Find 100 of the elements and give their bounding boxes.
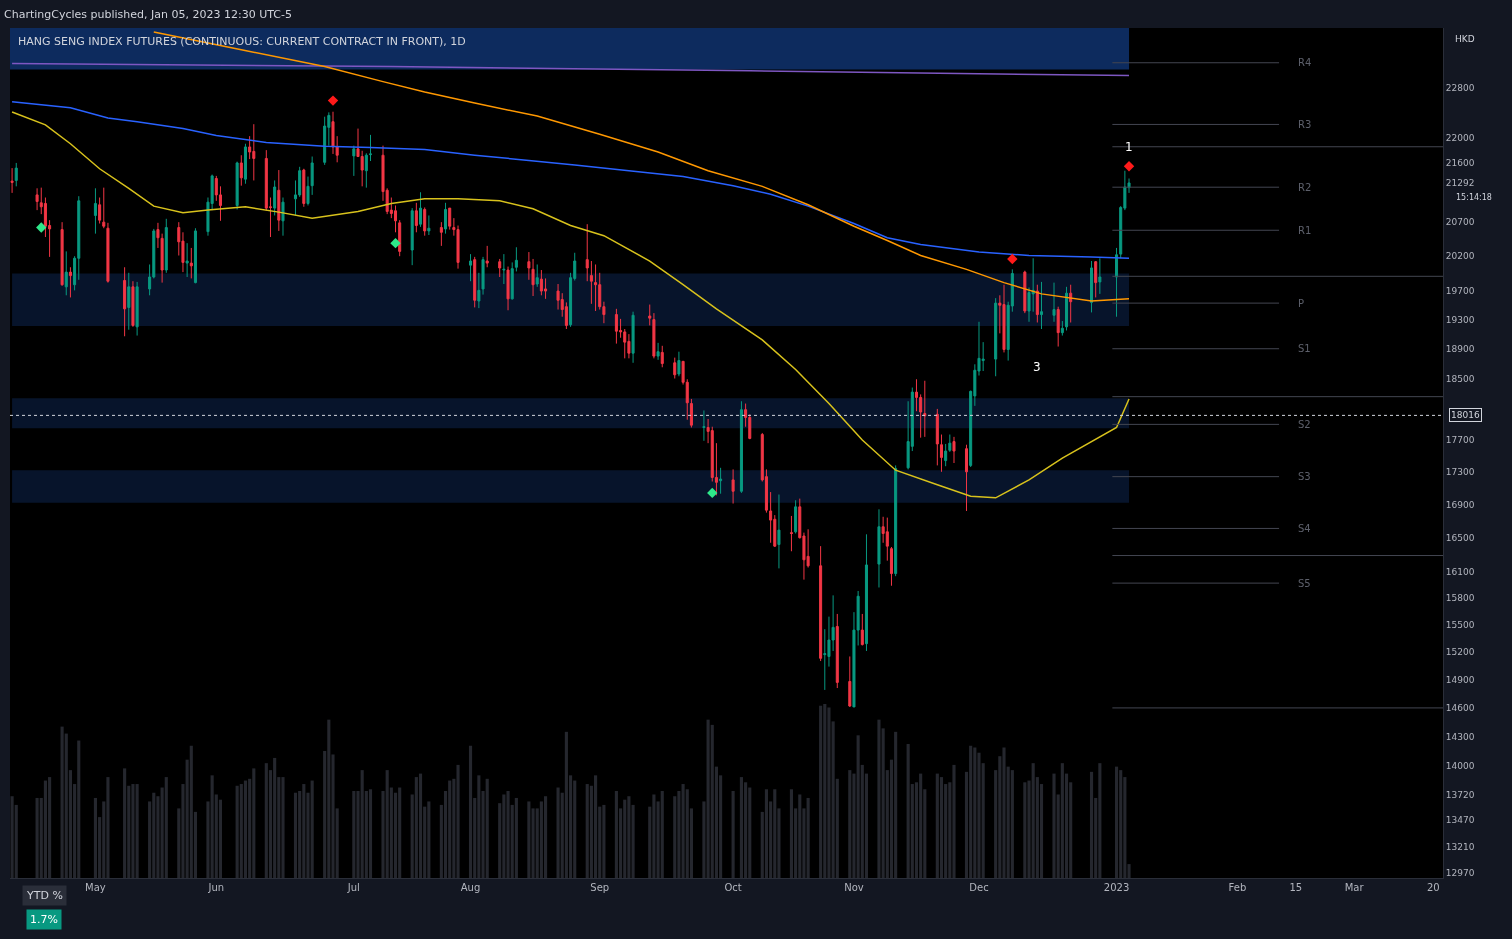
text: ChartingCycles published, Jan 05, 2023 12:30 UTC-5 — [4, 8, 292, 21]
candlestick — [631, 311, 635, 364]
candlestick — [448, 207, 452, 231]
candlestick — [185, 242, 189, 278]
candlestick — [498, 258, 502, 278]
candlestick — [648, 304, 652, 326]
candlestick — [235, 161, 239, 210]
candlestick — [860, 613, 864, 646]
ref-line-label: S5 — [1298, 578, 1311, 589]
candlestick — [193, 227, 197, 284]
candlestick — [923, 380, 927, 438]
y-tick-label: 13470 — [1445, 815, 1475, 826]
y-tick-label: 14000 — [1445, 761, 1475, 772]
y-tick-label: 18500 — [1445, 373, 1475, 384]
candlestick — [889, 546, 893, 587]
ref-line-label: S1 — [1298, 343, 1311, 354]
ref-line-label: S2 — [1298, 419, 1311, 430]
y-tick-label: 13210 — [1445, 842, 1475, 853]
candlestick — [35, 187, 39, 211]
candlestick — [731, 468, 735, 505]
candlestick — [439, 221, 443, 247]
y-tick-label: 20200 — [1445, 251, 1475, 262]
candlestick — [1052, 282, 1056, 323]
y-tick-label: 21292 — [1445, 178, 1475, 189]
candlestick — [594, 263, 598, 312]
candlestick — [585, 223, 589, 282]
y-tick-label: 16100 — [1445, 566, 1475, 577]
candlestick — [189, 247, 193, 279]
candlestick — [514, 246, 518, 272]
x-tick-label: 20 — [1426, 882, 1440, 893]
point — [1123, 160, 1135, 172]
candlestick — [364, 152, 368, 189]
candlestick — [14, 162, 18, 187]
candlestick — [164, 218, 168, 274]
candlestick — [614, 308, 618, 345]
point — [327, 95, 339, 106]
candlestick — [273, 179, 277, 216]
candlestick — [1023, 270, 1027, 314]
x-tick-label: May — [85, 882, 106, 893]
x-tick-label: Feb — [1228, 882, 1247, 893]
point — [390, 237, 401, 249]
y-tick-label: 14600 — [1445, 703, 1475, 714]
y-tick-label: 12970 — [1445, 867, 1475, 878]
candlestick — [239, 154, 243, 187]
candlestick — [535, 263, 539, 288]
candlestick — [131, 280, 135, 328]
candlestick — [423, 206, 427, 237]
y-tick-label: 15200 — [1445, 647, 1475, 658]
candlestick — [68, 266, 72, 298]
candlestick — [1069, 284, 1073, 323]
x-tick-label: 15 — [1289, 882, 1303, 893]
candlestick — [368, 134, 373, 162]
annotation: 3 — [1033, 360, 1041, 374]
y-tick-label: 14300 — [1445, 731, 1475, 742]
candlestick — [473, 256, 477, 308]
ref-line-label: R1 — [1298, 225, 1312, 236]
y-tick-label: 15800 — [1445, 593, 1475, 604]
candlestick — [352, 145, 356, 177]
candlestick — [848, 655, 852, 708]
text: HKD — [1455, 34, 1475, 44]
candlestick — [93, 187, 97, 235]
candlestick — [660, 345, 664, 368]
candlestick — [243, 143, 247, 185]
candlestick — [1065, 286, 1069, 331]
candlestick — [739, 400, 743, 494]
candlestick — [719, 467, 723, 495]
y-tick-label: 17300 — [1445, 466, 1475, 477]
candlestick — [877, 508, 881, 588]
ref-line-label: S3 — [1298, 471, 1311, 482]
y-tick-label: 13720 — [1445, 789, 1475, 800]
candlestick — [964, 444, 969, 512]
candlestick — [777, 494, 781, 569]
text: 1.7% — [30, 913, 58, 926]
candlestick — [656, 342, 660, 361]
candlestick — [281, 197, 285, 237]
x-tick-label: Jul — [346, 882, 360, 893]
candlestick — [510, 261, 514, 301]
y-tick-label: 19700 — [1445, 286, 1475, 297]
candlestick — [414, 202, 418, 233]
candlestick — [689, 398, 693, 428]
x-tick-label: Nov — [844, 882, 864, 893]
candlestick — [1039, 281, 1044, 330]
point — [707, 487, 718, 499]
candlestick — [894, 464, 898, 577]
y-tick-label: 19300 — [1445, 314, 1475, 325]
candlestick — [1098, 257, 1102, 295]
candlestick — [677, 351, 681, 377]
candlestick — [60, 221, 64, 287]
x-tick-label: Dec — [969, 882, 989, 893]
candlestick — [106, 222, 110, 284]
candlestick — [123, 266, 127, 337]
x-tick-label: Aug — [460, 882, 481, 893]
point — [36, 222, 47, 233]
candlestick — [302, 168, 306, 208]
candlestick — [277, 169, 281, 232]
line-series — [11, 101, 1130, 260]
candlestick — [652, 312, 656, 359]
ref-line-label: R3 — [1298, 119, 1312, 130]
candlestick — [864, 533, 868, 652]
ref-line-label: 18016 — [1451, 410, 1480, 420]
